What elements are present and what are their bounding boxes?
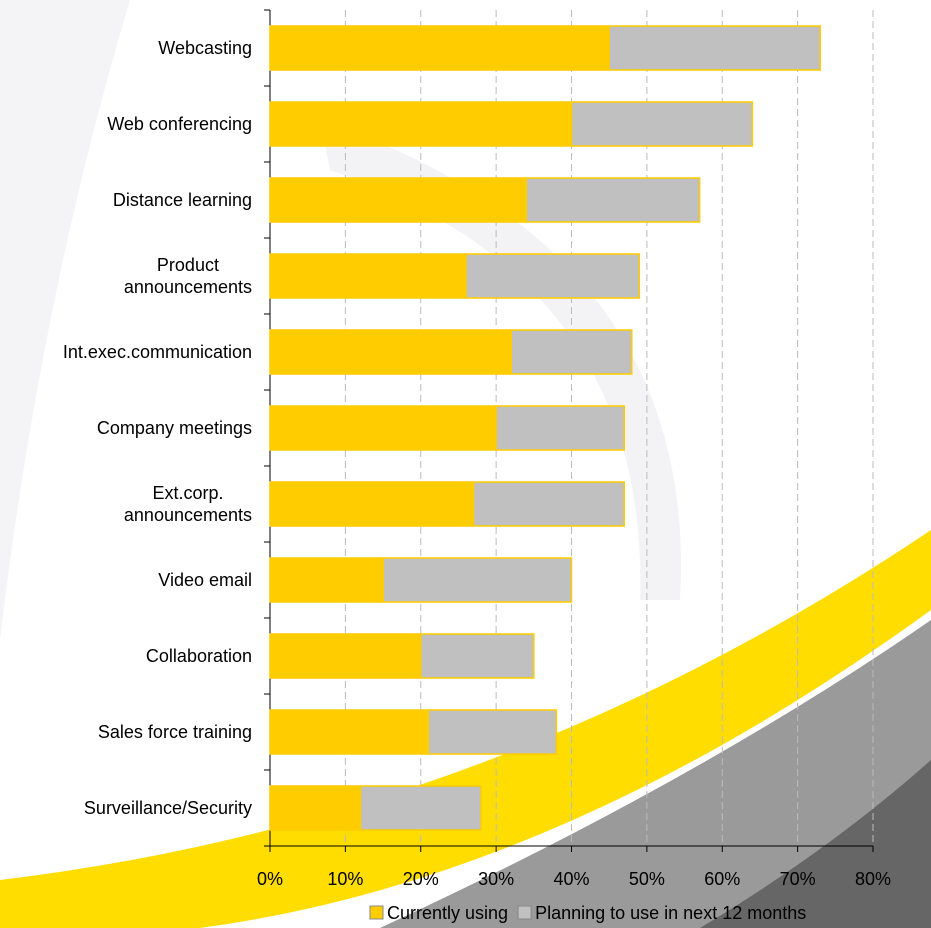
bar	[269, 481, 475, 527]
x-tick-label: 80%	[855, 869, 891, 889]
bar	[465, 253, 641, 299]
bar	[269, 709, 430, 755]
bar	[269, 101, 573, 147]
category-label: Product announcements	[123, 255, 252, 297]
bar	[525, 177, 701, 223]
x-tick-label: 30%	[478, 869, 514, 889]
category-label: Int.exec.communication	[62, 342, 252, 362]
bar	[269, 633, 422, 679]
bar	[420, 633, 535, 679]
bar	[269, 557, 384, 603]
x-tick-label: 0%	[257, 869, 283, 889]
x-tick-label: 60%	[704, 869, 740, 889]
bar	[382, 557, 573, 603]
category-label: Sales force training	[97, 722, 252, 742]
legend-swatch	[517, 905, 532, 920]
x-tick-label: 20%	[403, 869, 439, 889]
category-label: Collaboration	[145, 646, 252, 666]
bar	[359, 785, 482, 831]
bar	[269, 785, 362, 831]
bar	[269, 177, 528, 223]
category-label: Web conferencing	[107, 114, 252, 134]
legend-label: Currently using	[387, 903, 508, 923]
category-label: Surveillance/Security	[83, 798, 252, 818]
bg-swoosh	[380, 620, 931, 928]
category-label: Ext.corp. announcements	[123, 483, 252, 525]
bar	[269, 25, 610, 71]
bar	[269, 329, 512, 375]
bg-swoosh	[700, 760, 931, 928]
x-tick-label: 70%	[780, 869, 816, 889]
bar	[510, 329, 633, 375]
legend-swatch	[369, 905, 384, 920]
bar	[269, 405, 497, 451]
bar	[570, 101, 754, 147]
category-label: Company meetings	[96, 418, 252, 438]
bar	[472, 481, 626, 527]
legend-label: Planning to use in next 12 months	[535, 903, 806, 923]
bg-swoosh	[0, 530, 931, 928]
bar	[608, 25, 821, 71]
bar	[269, 253, 467, 299]
category-label: Video email	[158, 570, 252, 590]
category-label: Distance learning	[112, 190, 252, 210]
bg-arc	[0, 0, 130, 640]
x-tick-label: 40%	[553, 869, 589, 889]
category-label: Webcasting	[158, 38, 252, 58]
x-tick-label: 10%	[327, 869, 363, 889]
x-tick-label: 50%	[629, 869, 665, 889]
bar	[427, 709, 558, 755]
bar	[495, 405, 626, 451]
